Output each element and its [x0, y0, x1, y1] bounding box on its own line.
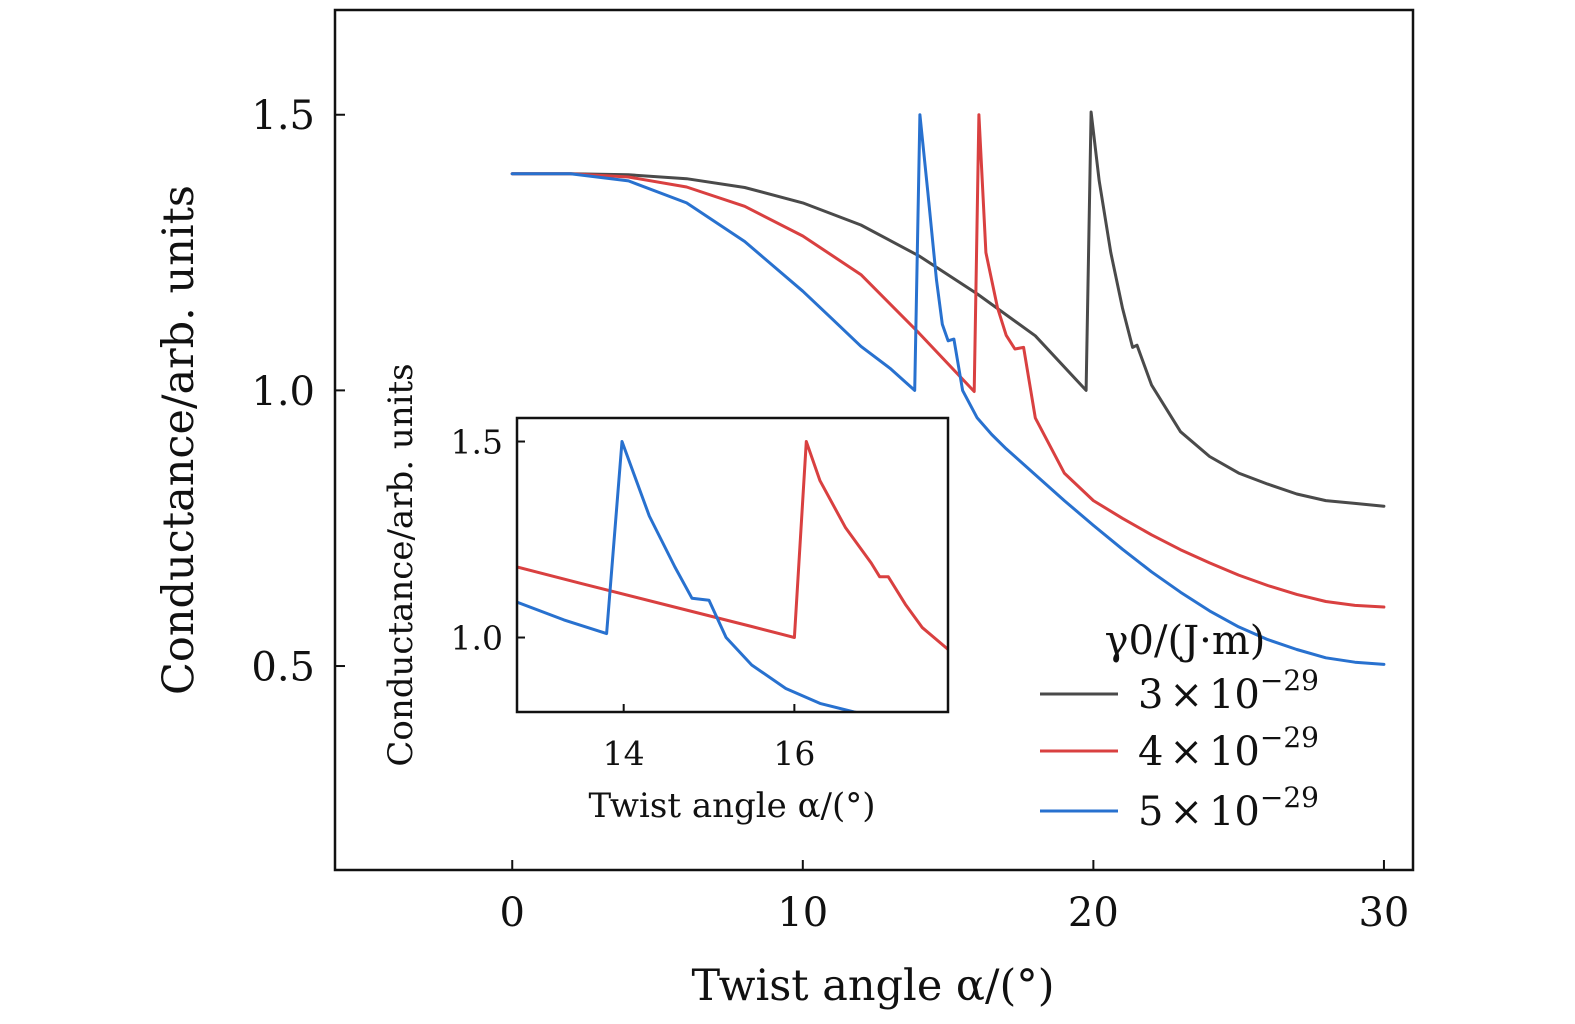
- main-plot: 0 10 20 30 0.5 1.0 1.5 Twist angle α/(°) Cond…: [154, 8, 1415, 1011]
- inset-y-axis: 1.0 1.5: [451, 422, 525, 657]
- inset-x-axis: 14 16: [603, 704, 815, 773]
- main-series-line-2: [510, 113, 1386, 666]
- main-series-line-1: [510, 113, 1386, 609]
- inset-y-axis-label: Conductance/arb. units: [381, 363, 421, 766]
- main-x-tick-label: 10: [777, 890, 828, 936]
- main-plot-frame: [333, 8, 1415, 872]
- inset-series-line-1: [517, 440, 861, 712]
- legend-item: 3 × 10−29: [1040, 664, 1319, 718]
- main-x-axis: 0 10 20 30: [500, 860, 1409, 936]
- inset-x-tick-label: 14: [603, 734, 645, 773]
- main-x-tick-label: 30: [1358, 890, 1409, 936]
- main-x-tick-label: 0: [500, 890, 525, 936]
- inset-y-tick-label: 1.5: [451, 422, 503, 461]
- legend-label-1: 4 × 10−29: [1138, 721, 1319, 775]
- legend-label-0: 3 × 10−29: [1138, 664, 1319, 718]
- main-y-axis-label: Conductance/arb. units: [154, 185, 204, 695]
- main-series-lines: [510, 110, 1386, 666]
- inset-x-axis-label: Twist angle α/(°): [588, 786, 875, 826]
- legend-label-2: 5 × 10−29: [1138, 781, 1319, 835]
- inset-plot-frame: [515, 416, 950, 714]
- inset-series-line-0: [517, 440, 948, 651]
- legend-title: γ0/(J·m): [1105, 618, 1266, 664]
- inset-series-lines: [517, 440, 948, 712]
- inset-plot: 14 16 1.0 1.5 Twist angle α/(°) Conductanc…: [381, 363, 950, 826]
- main-series-line-0: [510, 110, 1386, 508]
- legend-item: 4 × 10−29: [1040, 721, 1319, 775]
- main-y-tick-label: 0.5: [251, 644, 315, 690]
- inset-x-tick-label: 16: [773, 734, 815, 773]
- inset-y-tick-label: 1.0: [451, 618, 503, 657]
- main-x-axis-label: Twist angle α/(°): [691, 961, 1054, 1011]
- main-y-tick-label: 1.5: [251, 93, 315, 139]
- main-x-tick-label: 20: [1068, 890, 1119, 936]
- main-y-tick-label: 1.0: [251, 369, 315, 415]
- legend: γ0/(J·m) 3 × 10−29 4 × 10−29 5 × 10−29: [1040, 618, 1319, 835]
- legend-item: 5 × 10−29: [1040, 781, 1319, 835]
- inset-background: [517, 418, 948, 712]
- main-y-axis: 0.5 1.0 1.5: [251, 93, 345, 690]
